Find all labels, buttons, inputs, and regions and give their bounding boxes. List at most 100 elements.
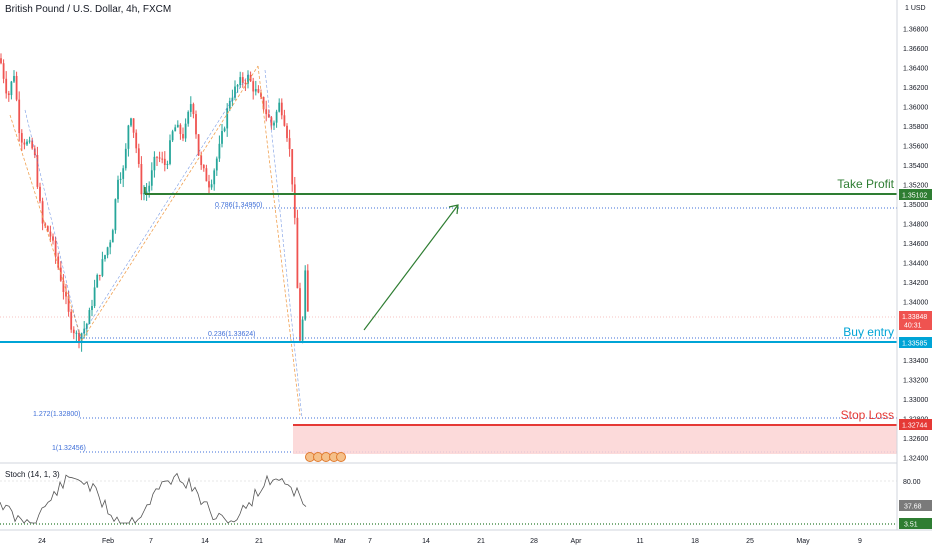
fib-label-1: 1(1.32456) bbox=[52, 445, 86, 452]
candle-body bbox=[210, 184, 213, 188]
candle-body bbox=[135, 132, 138, 149]
candle-body bbox=[124, 148, 127, 169]
candle-body bbox=[78, 332, 80, 344]
x-tick-label: 7 bbox=[368, 538, 372, 545]
candle-body bbox=[109, 242, 112, 248]
candle-body bbox=[67, 296, 70, 312]
candle-body bbox=[187, 111, 190, 124]
y-tick-label: 1.33000 bbox=[903, 397, 928, 404]
y-tick-label: 1.36000 bbox=[903, 105, 928, 112]
stop-loss-label: Stop Loss bbox=[841, 408, 894, 422]
stoch-value-badge bbox=[899, 500, 932, 511]
candle-body bbox=[169, 140, 171, 164]
candle-body bbox=[267, 114, 270, 118]
candle-body bbox=[257, 89, 260, 93]
fib-trend-orange-right bbox=[257, 65, 301, 416]
x-tick-label: 11 bbox=[636, 538, 643, 545]
candle-body bbox=[161, 158, 164, 160]
candle-body bbox=[127, 125, 130, 149]
candle-body bbox=[278, 102, 281, 112]
candle-body bbox=[57, 256, 60, 268]
overlays bbox=[0, 65, 897, 462]
stop-loss-zone bbox=[293, 425, 897, 454]
candle-body bbox=[85, 323, 88, 329]
candle-body bbox=[150, 170, 153, 186]
candle-body bbox=[13, 75, 15, 82]
y-tick-label: 1.32600 bbox=[903, 436, 928, 443]
candle-body bbox=[247, 74, 249, 84]
y-tick-label: 1.33200 bbox=[903, 378, 928, 385]
x-tick-label: 25 bbox=[746, 538, 754, 545]
candle-body bbox=[182, 134, 184, 139]
candle-body bbox=[98, 274, 101, 276]
candle-body bbox=[228, 100, 231, 109]
y-tick-label: 1.36600 bbox=[903, 46, 928, 53]
y-tick-label: 1.33400 bbox=[903, 358, 928, 365]
candle-body bbox=[132, 118, 135, 133]
y-tick-label: 1.36400 bbox=[903, 66, 928, 73]
y-tick-label: 1.35400 bbox=[903, 163, 928, 170]
candle-body bbox=[93, 287, 96, 307]
candle-body bbox=[117, 179, 119, 200]
candle-body bbox=[205, 168, 208, 182]
candle-body bbox=[52, 236, 54, 241]
buy-entry-price-text: 1.33585 bbox=[902, 341, 927, 348]
x-tick-label: 18 bbox=[691, 538, 699, 545]
candle-body bbox=[143, 193, 145, 195]
candle-body bbox=[208, 181, 210, 188]
candle-body bbox=[137, 148, 140, 164]
x-tick-label: 21 bbox=[255, 538, 263, 545]
candle-body bbox=[156, 156, 158, 158]
y-tick-label: 1.35200 bbox=[903, 183, 928, 190]
candle-body bbox=[70, 311, 73, 330]
candle-body bbox=[26, 141, 28, 145]
candle-body bbox=[10, 81, 13, 96]
y-tick-label: 1.34400 bbox=[903, 261, 928, 268]
candle-body bbox=[306, 270, 309, 312]
candle-body bbox=[265, 109, 268, 115]
candle-body bbox=[114, 199, 117, 231]
currency-label: 1 USD bbox=[905, 5, 926, 12]
candle-body bbox=[171, 131, 174, 141]
event-flag-icon bbox=[336, 452, 346, 462]
candle-body bbox=[239, 77, 242, 86]
candle-body bbox=[192, 104, 195, 115]
candle-body bbox=[75, 332, 78, 334]
y-tick-label: 1.34600 bbox=[903, 241, 928, 248]
y-tick-label: 1.35800 bbox=[903, 124, 928, 131]
candle-body bbox=[119, 178, 122, 180]
candle-body bbox=[283, 115, 286, 126]
y-tick-label: 1.36800 bbox=[903, 27, 928, 34]
candle-body bbox=[195, 114, 197, 135]
trend-arrow-head bbox=[448, 204, 459, 215]
x-tick-label: 7 bbox=[149, 538, 153, 545]
candle-body bbox=[28, 140, 31, 142]
candle-body bbox=[213, 170, 216, 185]
candle-body bbox=[104, 255, 106, 260]
x-tick-label: Feb bbox=[102, 538, 114, 545]
candle-body bbox=[179, 124, 182, 135]
candle-body bbox=[223, 128, 226, 132]
y-tick-label: 1.34000 bbox=[903, 300, 928, 307]
candle-body bbox=[39, 186, 41, 202]
y-tick-label: 1.32400 bbox=[903, 456, 928, 463]
buy-entry-label: Buy entry bbox=[843, 325, 894, 339]
x-tick-label: 28 bbox=[530, 538, 538, 545]
candle-body bbox=[36, 154, 39, 187]
candle-body bbox=[262, 96, 265, 110]
candle-body bbox=[254, 89, 257, 92]
candle-body bbox=[304, 270, 307, 320]
candle-body bbox=[65, 292, 67, 297]
x-tick-label: 14 bbox=[201, 538, 209, 545]
candle-body bbox=[23, 142, 26, 145]
candle-body bbox=[41, 201, 44, 224]
candle-body bbox=[288, 138, 291, 150]
stoch-label: Stoch (14, 1, 3) bbox=[5, 470, 60, 479]
candle-body bbox=[241, 77, 244, 83]
stoch-value-text: 37.68 bbox=[904, 504, 922, 511]
candle-body bbox=[91, 306, 93, 311]
take-profit-label: Take Profit bbox=[837, 177, 894, 191]
x-tick-label: 14 bbox=[422, 538, 430, 545]
candle-body bbox=[301, 319, 304, 341]
